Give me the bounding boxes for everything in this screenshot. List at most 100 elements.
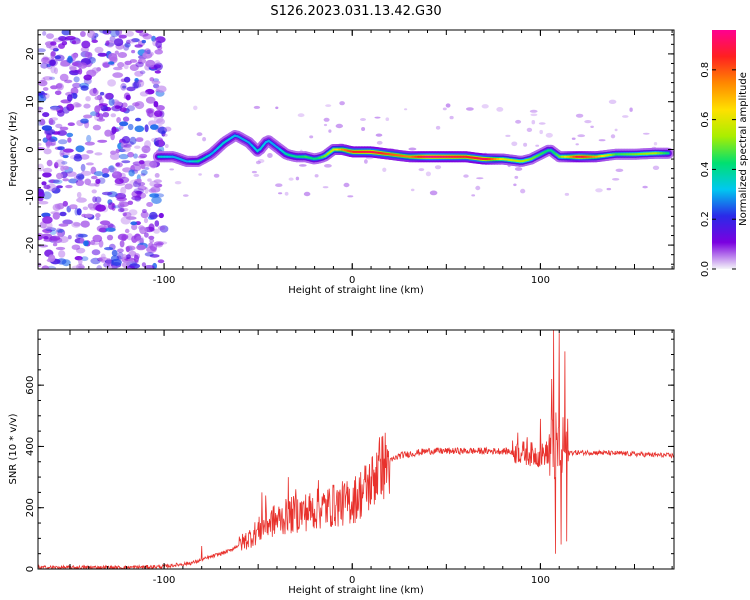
speckle-blob	[116, 197, 127, 202]
speckle-blob	[50, 117, 58, 121]
speckle-blob	[76, 208, 82, 216]
speckle-blob	[134, 145, 141, 149]
speckle-blob	[84, 178, 92, 186]
speckle-blob	[124, 183, 133, 190]
speckle-blob	[129, 59, 138, 63]
speckle-blob	[42, 112, 50, 118]
speckle-blob	[42, 55, 49, 62]
speckle-blob	[97, 256, 108, 262]
speckle-blob	[133, 188, 145, 194]
speckle-blob	[119, 176, 130, 184]
speckle-blob	[471, 194, 476, 197]
speckle-blob	[58, 139, 68, 145]
speckle-blob	[135, 30, 144, 34]
speckle-blob	[154, 70, 161, 74]
speckle-blob	[77, 233, 88, 238]
speckle-blob	[123, 211, 132, 218]
speckle-blob	[146, 202, 154, 207]
speckle-blob	[147, 178, 152, 182]
speckle-blob	[149, 77, 155, 82]
speckle-blob	[109, 152, 120, 160]
speckle-blob	[145, 59, 156, 68]
speckle-blob	[102, 112, 110, 118]
speckle-blob	[608, 99, 617, 105]
speckle-blob	[652, 165, 660, 170]
colorbar-tick-label: 0.2	[700, 211, 711, 227]
speckle-blob	[139, 91, 149, 97]
speckle-blob	[514, 175, 519, 179]
speckle-blob	[123, 76, 131, 83]
speckle-blob	[38, 262, 42, 268]
colorbar-tick-label: 0.4	[700, 161, 711, 177]
speckle-blob	[62, 106, 70, 114]
speckle-blob	[86, 150, 94, 154]
speckle-blob	[125, 246, 130, 253]
y-tick-label: -20	[25, 237, 36, 253]
speckle-blob	[39, 118, 46, 126]
speckle-blob	[91, 189, 97, 194]
speckle-blob	[120, 145, 131, 153]
speckle-blob	[97, 52, 108, 57]
speckle-blob	[297, 113, 305, 118]
speckle-blob	[125, 254, 131, 260]
speckle-blob	[213, 173, 220, 178]
speckle-blob	[56, 229, 65, 233]
speckle-blob	[133, 153, 138, 159]
speckle-blob	[67, 235, 72, 240]
speckle-blob	[530, 113, 538, 117]
speckle-blob	[119, 121, 129, 127]
speckle-blob	[52, 212, 60, 220]
speckle-blob	[132, 102, 140, 107]
speckle-blob	[653, 142, 658, 146]
speckle-blob	[41, 265, 50, 269]
speckle-blob	[118, 34, 127, 39]
speckle-blob	[112, 72, 124, 78]
speckle-blob	[134, 44, 143, 48]
speckle-blob	[73, 76, 80, 83]
speckle-blob	[38, 94, 47, 102]
colorbar: 0.0 0.2 0.4 0.6 0.8 Normalized spectral ampl…	[700, 30, 749, 277]
speckle-blob	[309, 135, 314, 139]
speckle-blob	[577, 134, 586, 138]
speckle-blob	[163, 133, 168, 137]
speckle-blob	[131, 49, 136, 54]
speckle-blob	[55, 83, 63, 89]
speckle-blob	[144, 140, 152, 149]
speckle-blob	[98, 103, 108, 107]
speckle-blob	[156, 105, 165, 111]
speckle-blob	[610, 134, 616, 139]
speckle-blob	[74, 256, 83, 261]
speckle-blob	[104, 247, 114, 251]
speckle-blob	[141, 262, 146, 267]
speckle-blob	[41, 181, 47, 186]
snr-x-label: Height of straight line (km)	[288, 585, 424, 596]
speckle-blob	[80, 163, 86, 172]
speckle-blob	[77, 174, 85, 180]
speckle-blob	[144, 167, 150, 170]
speckle-blob	[408, 147, 417, 151]
speckle-blob	[52, 179, 63, 184]
speckle-blob	[58, 250, 66, 258]
speckle-blob	[119, 125, 124, 130]
speckle-blob	[79, 154, 90, 160]
speckle-blob	[128, 209, 138, 216]
x-tick-label: 100	[531, 575, 550, 586]
speckle-blob	[496, 107, 504, 112]
speckle-blob	[117, 233, 129, 241]
speckle-blob	[38, 200, 49, 205]
speckle-blob	[101, 167, 110, 174]
speckle-blob	[57, 232, 63, 237]
speckle-blob	[606, 187, 612, 191]
speckle-blob	[38, 79, 48, 87]
speckle-blob	[124, 60, 132, 65]
speckle-blob	[154, 193, 165, 198]
speckle-blob	[72, 82, 82, 89]
speckle-blob	[118, 153, 129, 160]
colorbar-ticks: 0.0 0.2 0.4 0.6 0.8	[700, 62, 736, 277]
speckle-blob	[105, 258, 112, 266]
speckle-blob	[83, 103, 91, 109]
speckle-blob	[155, 40, 162, 49]
speckle-blob	[134, 125, 145, 133]
speckle-blob	[144, 187, 149, 194]
speckle-blob	[109, 56, 118, 62]
